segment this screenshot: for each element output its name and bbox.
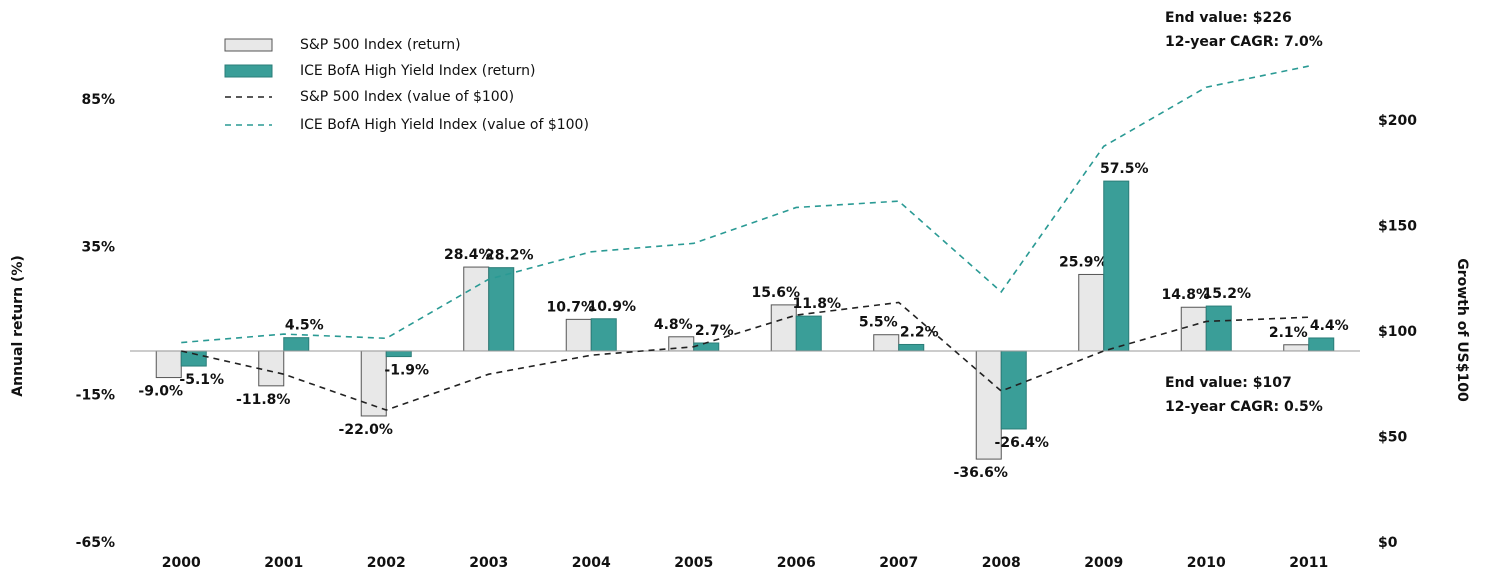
data-label: 15.2%: [1202, 286, 1251, 302]
bar: [770, 304, 797, 352]
annotation: End value: $226: [1165, 10, 1292, 26]
x-tick-label: 2003: [469, 555, 508, 571]
data-label: 2.2%: [900, 324, 939, 340]
data-label: 11.8%: [792, 296, 841, 312]
y-tick-label: -15%: [76, 387, 115, 403]
data-label: 10.9%: [587, 299, 636, 315]
bar: [385, 350, 412, 358]
bar: [463, 266, 490, 352]
bar: [1000, 350, 1027, 430]
data-label: 4.4%: [1310, 318, 1349, 334]
bar: [1308, 337, 1335, 352]
line: [181, 65, 1309, 344]
data-label: 15.6%: [751, 285, 800, 301]
bar: [1283, 344, 1310, 352]
data-label: 4.5%: [285, 318, 324, 334]
y-axis-label: Annual return (%): [10, 255, 26, 396]
y2-axis-label: Growth of US$100: [1454, 258, 1470, 402]
annotation: End value: $107: [1165, 375, 1292, 391]
annotation: 12-year CAGR: 0.5%: [1165, 399, 1323, 415]
x-tick-label: 2005: [674, 555, 713, 571]
bar: [1205, 305, 1232, 352]
x-tick-label: 2008: [982, 555, 1021, 571]
legend-swatch: [224, 64, 273, 78]
y2-tick-label: $200: [1378, 113, 1417, 129]
bar: [795, 315, 822, 352]
x-tick-label: 2011: [1289, 555, 1328, 571]
data-label: 28.2%: [485, 248, 534, 264]
data-label: -11.8%: [236, 392, 290, 408]
x-tick-label: 2001: [264, 555, 303, 571]
y2-tick-label: $100: [1378, 324, 1417, 340]
bar: [898, 343, 925, 352]
legend-label: S&P 500 Index (value of $100): [300, 89, 514, 105]
data-label: 5.5%: [859, 315, 898, 331]
legend-swatch: [224, 38, 273, 52]
x-tick-label: 2006: [777, 555, 816, 571]
data-label: -5.1%: [179, 372, 224, 388]
data-label: -1.9%: [384, 363, 429, 379]
x-tick-label: 2007: [879, 555, 918, 571]
annotation: 12-year CAGR: 7.0%: [1165, 34, 1323, 50]
data-label: -9.0%: [138, 384, 183, 400]
x-tick-label: 2002: [367, 555, 406, 571]
data-label: 4.8%: [654, 317, 693, 333]
bar: [565, 318, 592, 352]
y-tick-label: -65%: [76, 535, 115, 551]
bar: [258, 350, 285, 387]
bar: [873, 334, 900, 352]
bar: [1180, 306, 1207, 352]
y2-tick-label: $50: [1378, 429, 1407, 445]
x-tick-label: 2010: [1187, 555, 1226, 571]
data-label: -26.4%: [995, 435, 1049, 451]
bar: [590, 318, 617, 352]
data-label: 57.5%: [1100, 161, 1149, 177]
data-label: 2.1%: [1269, 325, 1308, 341]
data-label: 10.7%: [546, 299, 595, 315]
x-tick-label: 2000: [162, 555, 201, 571]
bar: [155, 350, 182, 379]
data-label: -36.6%: [954, 465, 1008, 481]
data-label: 25.9%: [1059, 254, 1108, 270]
bar: [1103, 180, 1130, 352]
line: [181, 301, 1309, 411]
x-tick-label: 2009: [1084, 555, 1123, 571]
bar: [488, 267, 515, 352]
data-label: 28.4%: [444, 247, 493, 263]
legend-label: ICE BofA High Yield Index (return): [300, 63, 535, 79]
y-tick-label: 85%: [81, 92, 115, 108]
bar: [693, 342, 720, 352]
legend-label: S&P 500 Index (return): [300, 37, 461, 53]
bar: [1078, 273, 1105, 352]
legend-label: ICE BofA High Yield Index (value of $100…: [300, 117, 589, 133]
bar: [283, 337, 310, 352]
y2-tick-label: $150: [1378, 218, 1417, 234]
y2-tick-label: $0: [1378, 535, 1398, 551]
y-tick-label: 35%: [81, 240, 115, 256]
x-tick-label: 2004: [572, 555, 611, 571]
data-label: -22.0%: [339, 422, 393, 438]
data-label: 2.7%: [695, 323, 734, 339]
data-label: 14.8%: [1161, 287, 1210, 303]
